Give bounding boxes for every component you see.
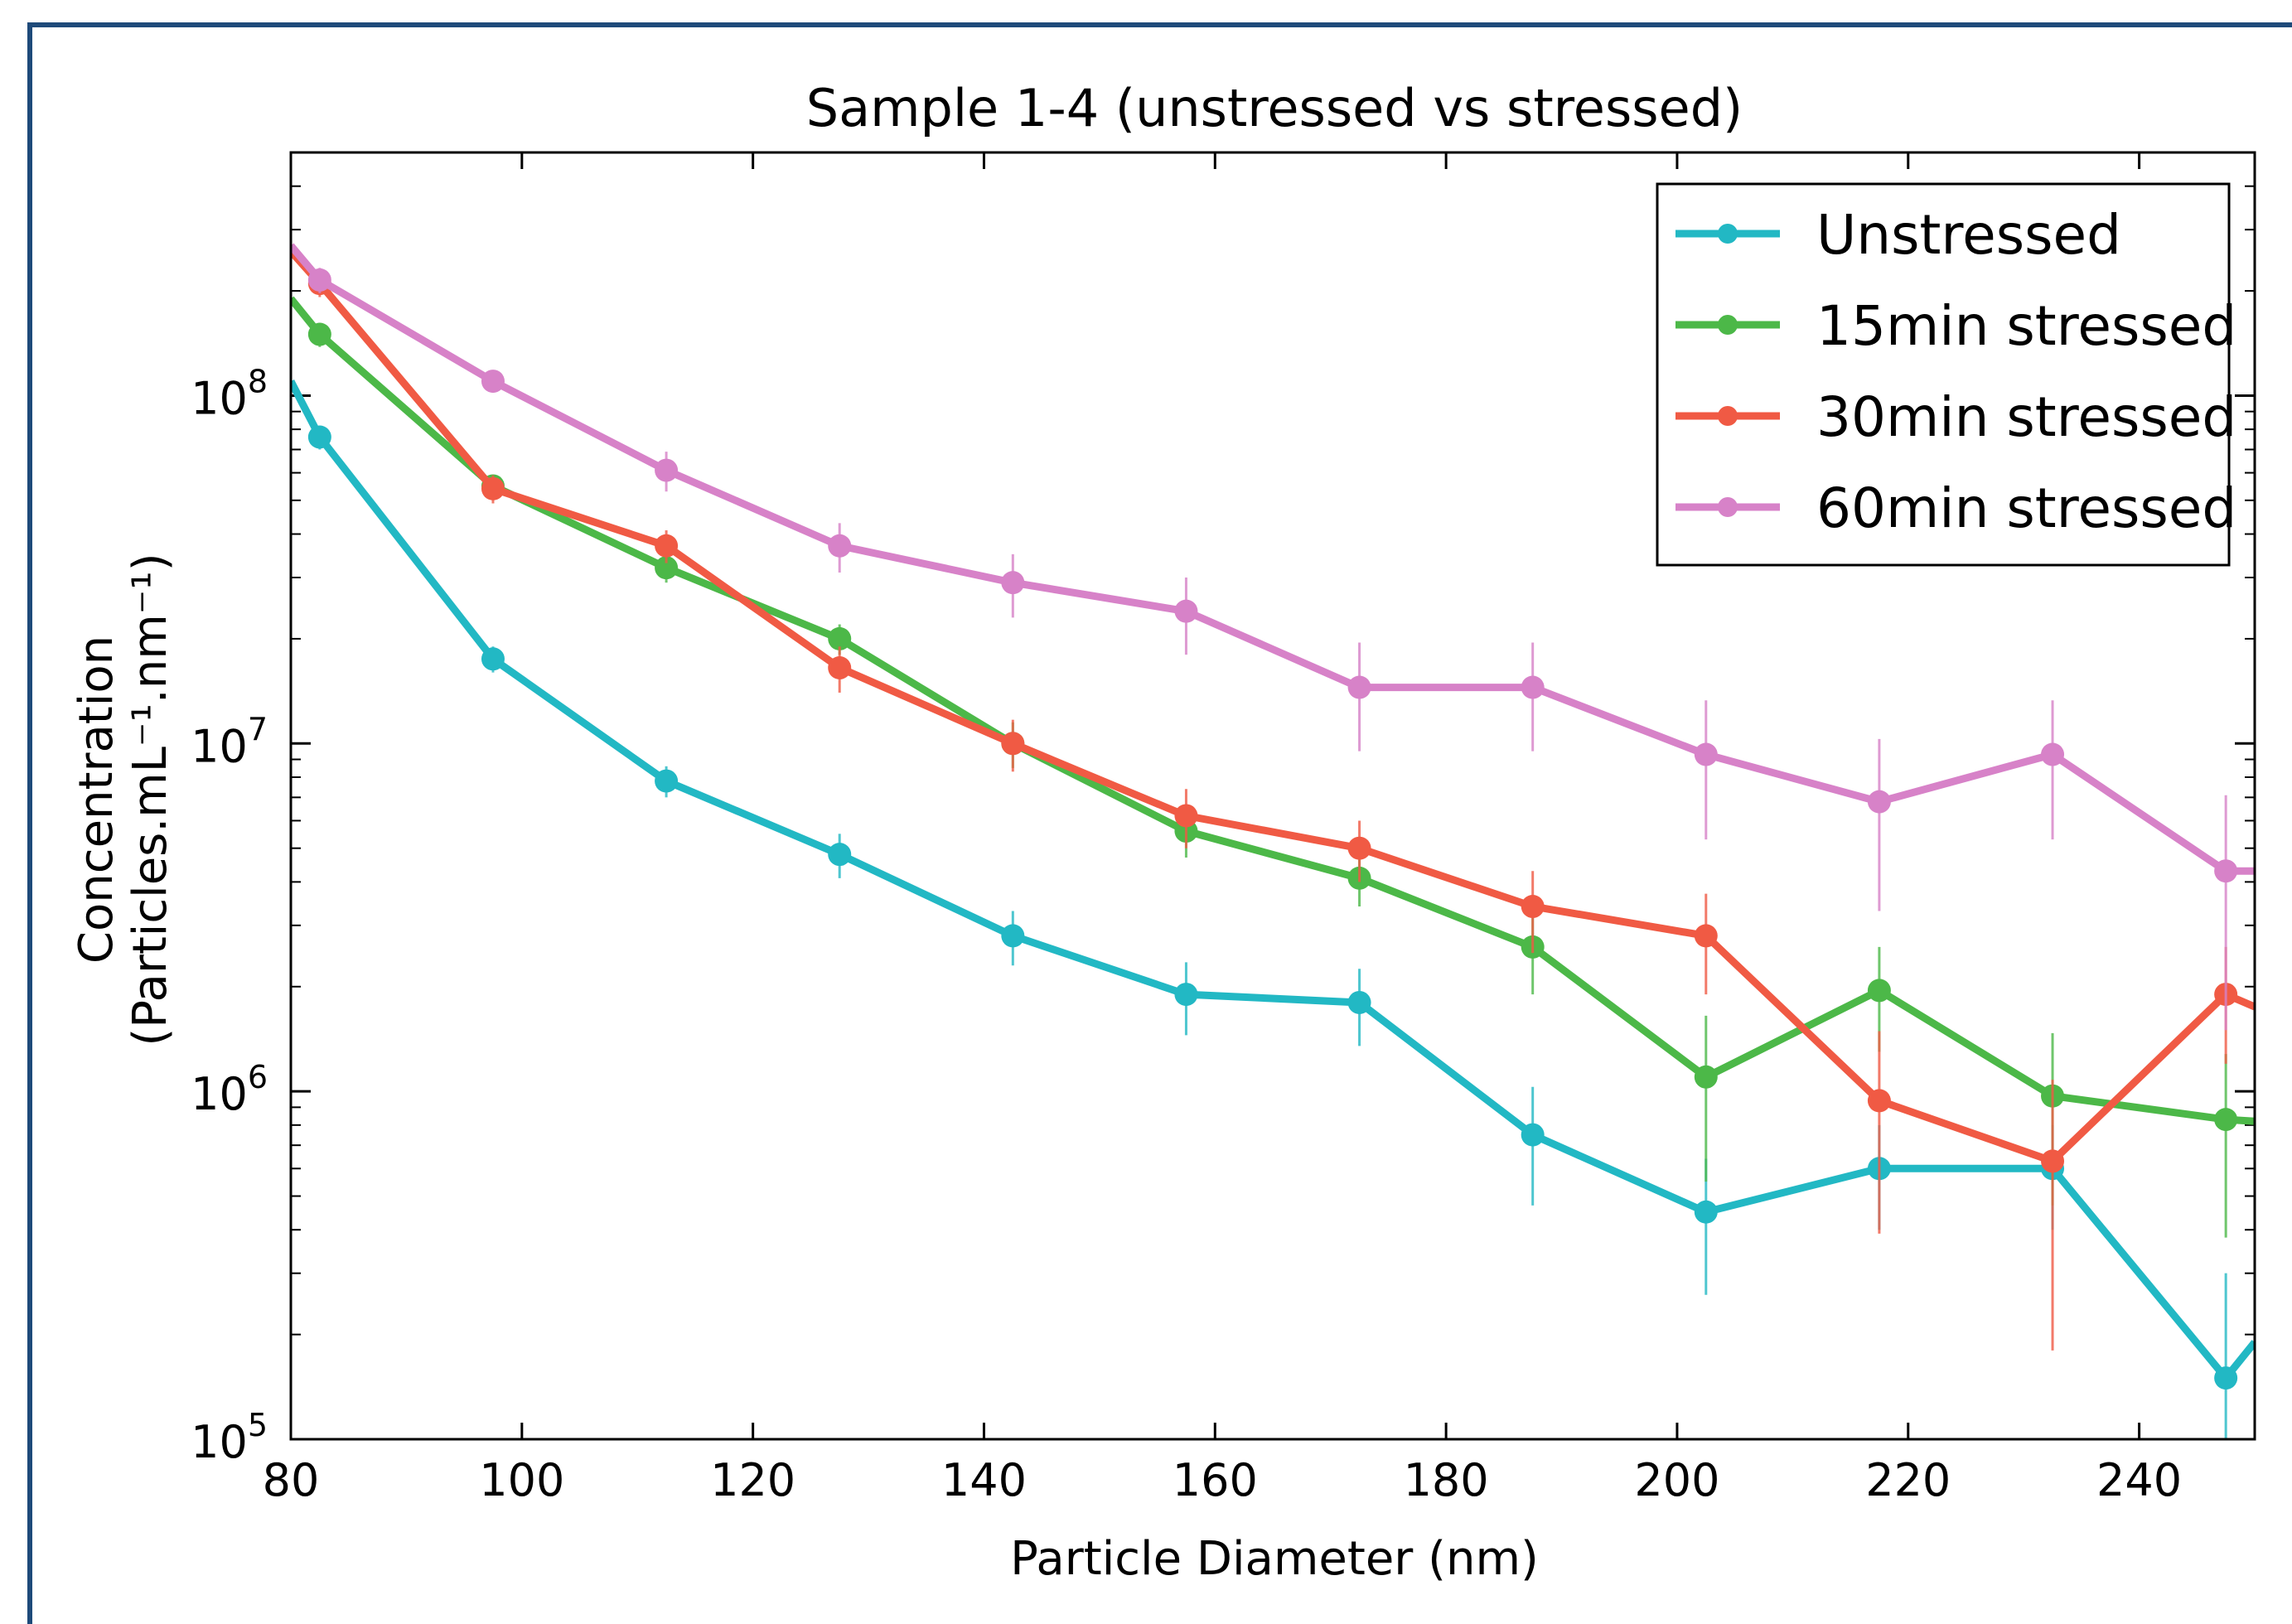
data-point xyxy=(1695,743,1718,766)
data-point xyxy=(1695,1066,1718,1089)
x-tick-label: 140 xyxy=(941,1454,1027,1506)
legend-marker-15min xyxy=(1718,315,1738,335)
y-axis-label-units: (Particles.mL⁻¹.nm⁻¹) xyxy=(123,553,177,1046)
data-point xyxy=(481,647,505,670)
data-point xyxy=(655,534,678,558)
legend-label-30min: 30min stressed xyxy=(1816,385,2236,449)
data-point xyxy=(1521,1124,1545,1147)
legend-marker-30min xyxy=(1718,406,1738,426)
data-point xyxy=(2041,743,2064,766)
data-point xyxy=(1868,979,1891,1002)
legend-label-15min: 15min stressed xyxy=(1816,294,2236,358)
data-point xyxy=(308,323,331,346)
data-point xyxy=(1868,1089,1891,1112)
legend-label-unstressed: Unstressed xyxy=(1816,203,2121,267)
data-point xyxy=(655,459,678,482)
data-point xyxy=(1348,991,1371,1014)
data-point xyxy=(2214,1108,2237,1131)
data-point xyxy=(308,426,331,449)
legend: Unstressed 15min stressed 30min stressed… xyxy=(1657,184,2236,565)
data-point xyxy=(481,370,505,393)
data-point xyxy=(1348,837,1371,860)
x-tick-label: 160 xyxy=(1173,1454,1258,1506)
x-tick-label: 240 xyxy=(2096,1454,2182,1506)
data-point xyxy=(1001,924,1024,947)
chart-title: Sample 1-4 (unstressed vs stressed) xyxy=(806,78,1743,138)
data-point xyxy=(2214,1366,2237,1390)
x-tick-label: 200 xyxy=(1634,1454,1719,1506)
data-point xyxy=(1348,676,1371,699)
data-point xyxy=(1695,924,1718,947)
data-point xyxy=(1521,676,1545,699)
x-tick-label: 180 xyxy=(1404,1454,1489,1506)
legend-marker-unstressed xyxy=(1718,224,1738,244)
data-point xyxy=(2041,1149,2064,1172)
data-point xyxy=(308,268,331,292)
data-point xyxy=(1174,983,1197,1006)
x-axis-label: Particle Diameter (nm) xyxy=(1010,1532,1539,1586)
data-point xyxy=(828,534,851,558)
data-point xyxy=(2214,859,2237,882)
data-point xyxy=(1868,790,1891,814)
data-point xyxy=(1001,571,1024,594)
data-point xyxy=(828,843,851,866)
x-tick-label: 80 xyxy=(263,1454,320,1506)
legend-label-60min: 60min stressed xyxy=(1816,476,2236,540)
data-point xyxy=(655,770,678,793)
data-point xyxy=(828,656,851,679)
x-tick-label: 120 xyxy=(710,1454,795,1506)
legend-marker-60min xyxy=(1718,497,1738,517)
data-point xyxy=(1174,600,1197,623)
data-point xyxy=(1174,804,1197,827)
data-point xyxy=(481,477,505,500)
x-tick-label: 100 xyxy=(479,1454,564,1506)
x-tick-label: 220 xyxy=(1865,1454,1951,1506)
data-point xyxy=(1521,895,1545,918)
data-point xyxy=(1001,732,1024,755)
data-point xyxy=(1695,1201,1718,1224)
y-axis-label: Concentration xyxy=(70,636,123,964)
